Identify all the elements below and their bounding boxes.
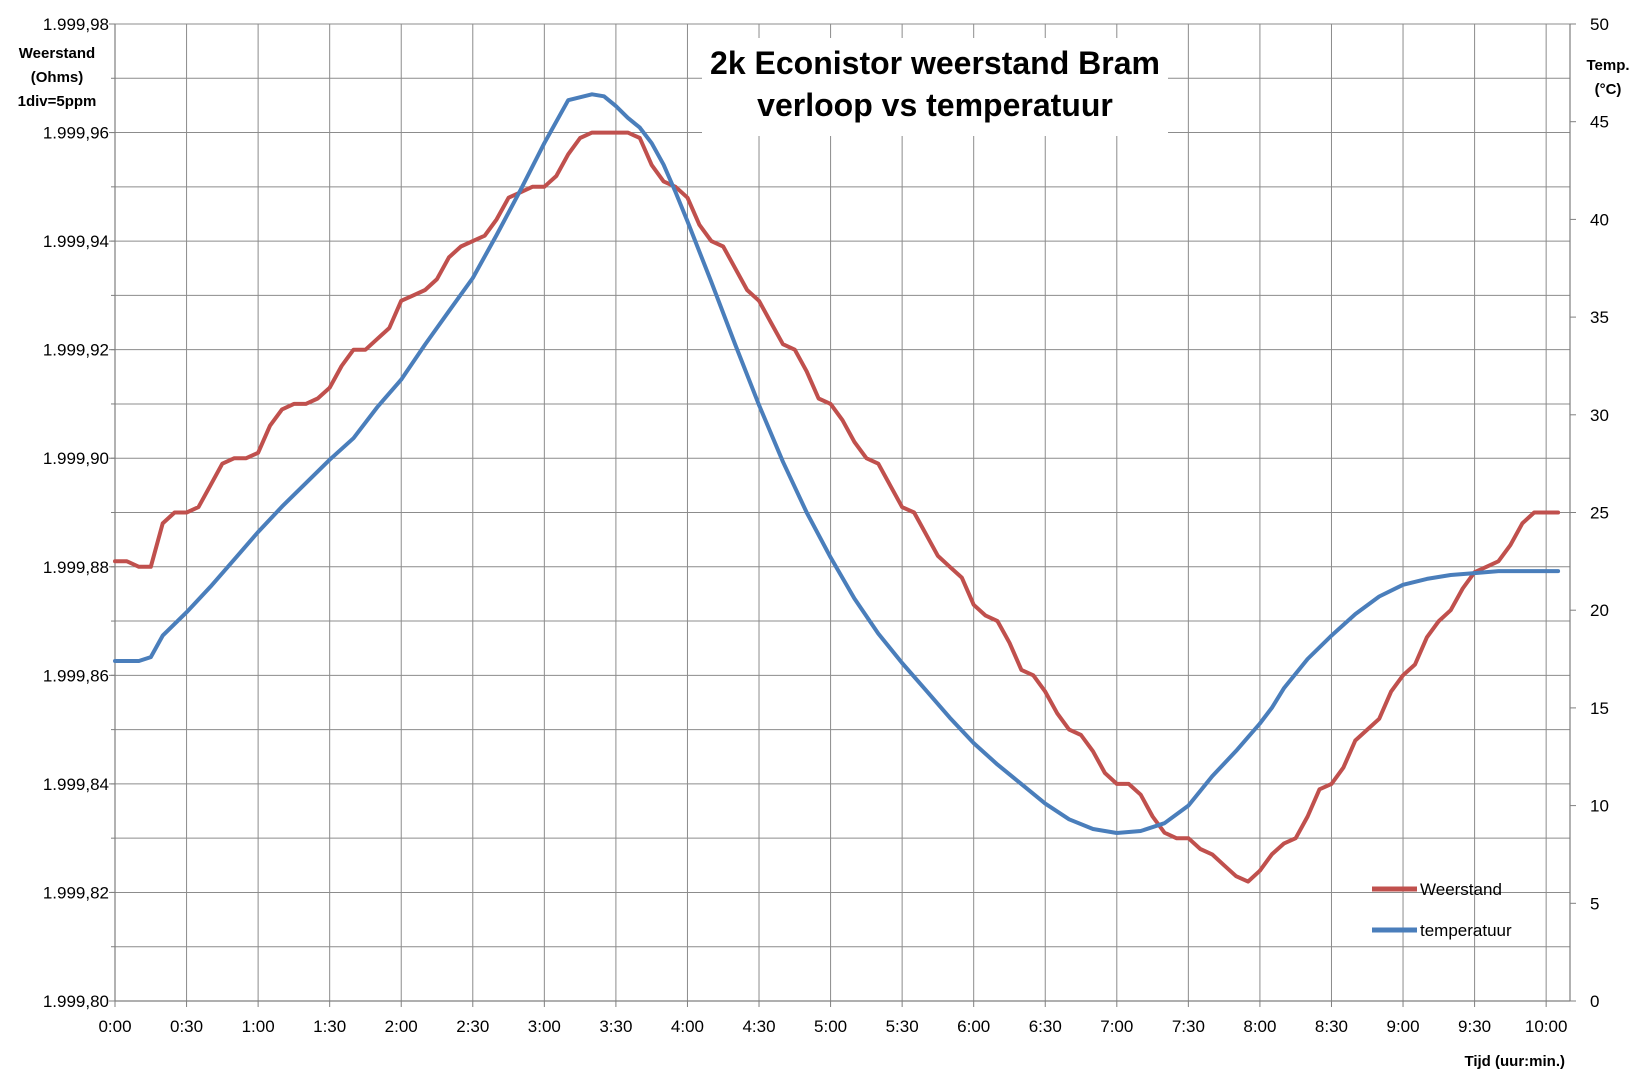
title-line-2: verloop vs temperatuur (757, 87, 1113, 123)
right-tick-label: 15 (1590, 699, 1609, 718)
right-tick-label: 30 (1590, 406, 1609, 425)
right-tick-label: 20 (1590, 601, 1609, 620)
x-tick-label: 9:00 (1386, 1017, 1419, 1036)
left-tick-label: 1.999,98 (43, 15, 109, 34)
x-tick-label: 7:00 (1100, 1017, 1133, 1036)
right-tick-label: 40 (1590, 210, 1609, 229)
x-tick-label: 1:00 (242, 1017, 275, 1036)
x-axis-label: Tijd (uur:min.) (1464, 1053, 1565, 1070)
left-tick-label: 1.999,88 (43, 558, 109, 577)
x-tick-label: 3:30 (599, 1017, 632, 1036)
left-tick-label: 1.999,90 (43, 449, 109, 468)
legend-label-weerstand: Weerstand (1420, 880, 1502, 899)
x-tick-label: 4:30 (742, 1017, 775, 1036)
right-tick-label: 5 (1590, 894, 1599, 913)
x-tick-label: 8:00 (1243, 1017, 1276, 1036)
right-axis-label: Temp. (°C) (1586, 57, 1629, 98)
right-tick-label: 0 (1590, 992, 1599, 1011)
axes: 1.999,80 1.999,82 1.999,84 1.999,86 1.999,88… (43, 15, 1609, 1036)
legend-label-temperatuur: temperatuur (1420, 921, 1512, 940)
series-line-temperatuur (113, 92, 1561, 835)
x-tick-label: 0:00 (98, 1017, 131, 1036)
left-axis-label-line-3: 1div=5ppm (18, 93, 97, 110)
x-tick-label: 2:00 (385, 1017, 418, 1036)
left-axis-label-line-1: Weerstand (19, 45, 95, 62)
left-tick-label: 1.999,80 (43, 992, 109, 1011)
left-tick-label: 1.999,94 (43, 232, 109, 251)
series-group (113, 92, 1561, 884)
x-tick-label: 5:30 (886, 1017, 919, 1036)
x-tick-label: 7:30 (1172, 1017, 1205, 1036)
right-tick-label: 10 (1590, 797, 1609, 816)
left-axis-label: Weerstand (Ohms) 1div=5ppm (18, 45, 97, 110)
chart-title: 2k Econistor weerstand Bram verloop vs t… (702, 38, 1168, 136)
x-tick-label: 5:00 (814, 1017, 847, 1036)
right-axis-label-line-2: (°C) (1595, 81, 1622, 98)
title-line-1: 2k Econistor weerstand Bram (710, 45, 1160, 81)
x-tick-label: 10:00 (1525, 1017, 1568, 1036)
right-tick-label: 25 (1590, 504, 1609, 523)
right-axis-label-line-1: Temp. (1586, 57, 1629, 74)
legend: Weerstand temperatuur (1372, 880, 1512, 940)
title-background (702, 38, 1168, 136)
x-tick-label: 2:30 (456, 1017, 489, 1036)
series-line-weerstand (113, 130, 1561, 884)
right-tick-label: 45 (1590, 113, 1609, 132)
x-tick-label: 6:30 (1029, 1017, 1062, 1036)
left-tick-label: 1.999,96 (43, 124, 109, 143)
x-tick-label: 6:00 (957, 1017, 990, 1036)
x-tick-label: 4:00 (671, 1017, 704, 1036)
left-tick-label: 1.999,82 (43, 883, 109, 902)
grid (114, 23, 1570, 1002)
x-tick-label: 3:00 (528, 1017, 561, 1036)
x-tick-label: 9:30 (1458, 1017, 1491, 1036)
x-tick-label: 1:30 (313, 1017, 346, 1036)
right-tick-label: 50 (1590, 15, 1609, 34)
right-tick-label: 35 (1590, 308, 1609, 327)
x-tick-label: 8:30 (1315, 1017, 1348, 1036)
left-axis-label-line-2: (Ohms) (31, 69, 84, 86)
x-tick-label: 0:30 (170, 1017, 203, 1036)
left-tick-label: 1.999,92 (43, 341, 109, 360)
left-tick-label: 1.999,84 (43, 775, 109, 794)
left-tick-label: 1.999,86 (43, 666, 109, 685)
